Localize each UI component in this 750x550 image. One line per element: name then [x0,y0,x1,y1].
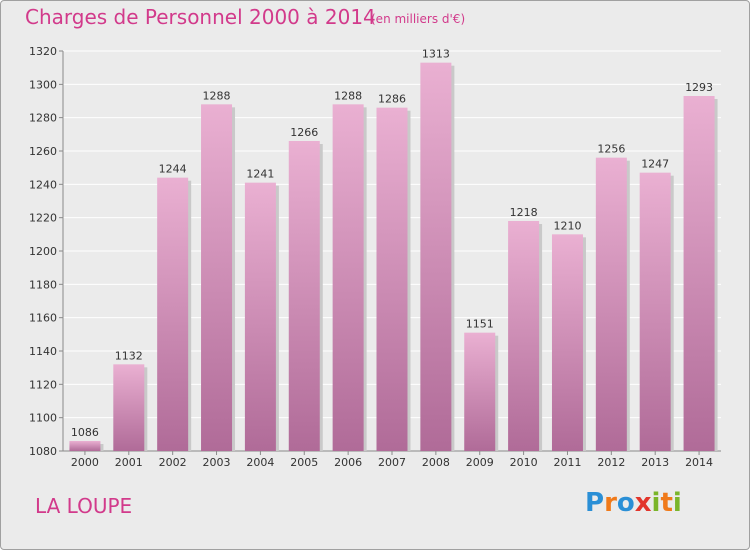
chart-title: Charges de Personnel 2000 à 2014 [25,5,376,29]
x-tick-label: 2002 [159,456,187,469]
y-tick-label: 1100 [29,412,57,425]
x-tick-label: 2010 [510,456,538,469]
x-tick-label: 2006 [334,456,362,469]
bar [69,441,101,451]
bar [595,157,627,451]
x-tick-label: 2014 [685,456,713,469]
y-tick-label: 1300 [29,78,57,91]
logo-letter: r [604,488,617,518]
y-tick-label: 1180 [29,278,57,291]
y-tick-label: 1240 [29,178,57,191]
x-tick-label: 2012 [597,456,625,469]
y-tick-labels: 1080 1100 1120 1140 1160 1180 1200 1220 1240 1260… [29,45,57,458]
logo-letter: t [660,488,673,518]
bar [201,104,233,451]
y-tick-label: 1080 [29,445,57,458]
data-label: 1247 [641,158,669,171]
data-label: 1086 [71,426,99,439]
bar [464,332,496,451]
city-name: LA LOUPE [35,494,133,518]
data-label: 1218 [510,206,538,219]
bar [113,364,145,451]
logo-letter: o [616,488,635,518]
x-tick-label: 2004 [246,456,274,469]
logo-letter: i [651,488,661,518]
x-tick-label: 2000 [71,456,99,469]
bar [244,182,276,451]
data-label: 1266 [290,126,318,139]
bar [508,221,540,451]
data-label: 1288 [203,89,231,102]
bar [639,172,671,451]
logo-letter: x [634,488,652,518]
logo-letter: i [672,488,682,518]
x-tick-label: 2008 [422,456,450,469]
bar [332,104,364,451]
x-tick-label: 2001 [115,456,143,469]
data-label: 1210 [553,219,581,232]
data-label: 1286 [378,93,406,106]
y-tick-label: 1320 [29,45,57,58]
bar [288,141,320,451]
x-tick-label: 2007 [378,456,406,469]
data-label: 1132 [115,349,143,362]
y-tick-label: 1140 [29,345,57,358]
bar [376,107,408,452]
data-label: 1241 [246,168,274,181]
data-label: 1288 [334,89,362,102]
x-tick-label: 2013 [641,456,669,469]
x-tick-label: 2011 [553,456,581,469]
data-label: 1256 [597,143,625,156]
logo-letter: P [585,488,605,518]
x-tick-labels: 2000 2001 2002 2003 2004 2005 2006 2007 2008 2009… [71,456,713,469]
data-labels: 1086 1132 1244 1288 1241 1266 1288 1286 1313 1151… [71,48,713,439]
x-tick-label: 2003 [203,456,231,469]
x-tick-label: 2005 [290,456,318,469]
y-tick-label: 1280 [29,112,57,125]
y-tick-label: 1220 [29,212,57,225]
y-tick-label: 1160 [29,312,57,325]
bar [157,177,189,451]
y-tick-label: 1260 [29,145,57,158]
data-label: 1313 [422,48,450,61]
bars [69,62,718,452]
bar [683,96,715,451]
x-tick-label: 2009 [466,456,494,469]
chart-subtitle: (en milliers d'€) [371,12,466,26]
data-label: 1293 [685,81,713,94]
y-tick-label: 1200 [29,245,57,258]
data-label: 1151 [466,318,494,331]
proxiti-logo: Proxiti [585,488,682,518]
bar [420,62,452,452]
data-label: 1244 [159,163,187,176]
y-tick-label: 1120 [29,378,57,391]
bar [551,234,583,451]
